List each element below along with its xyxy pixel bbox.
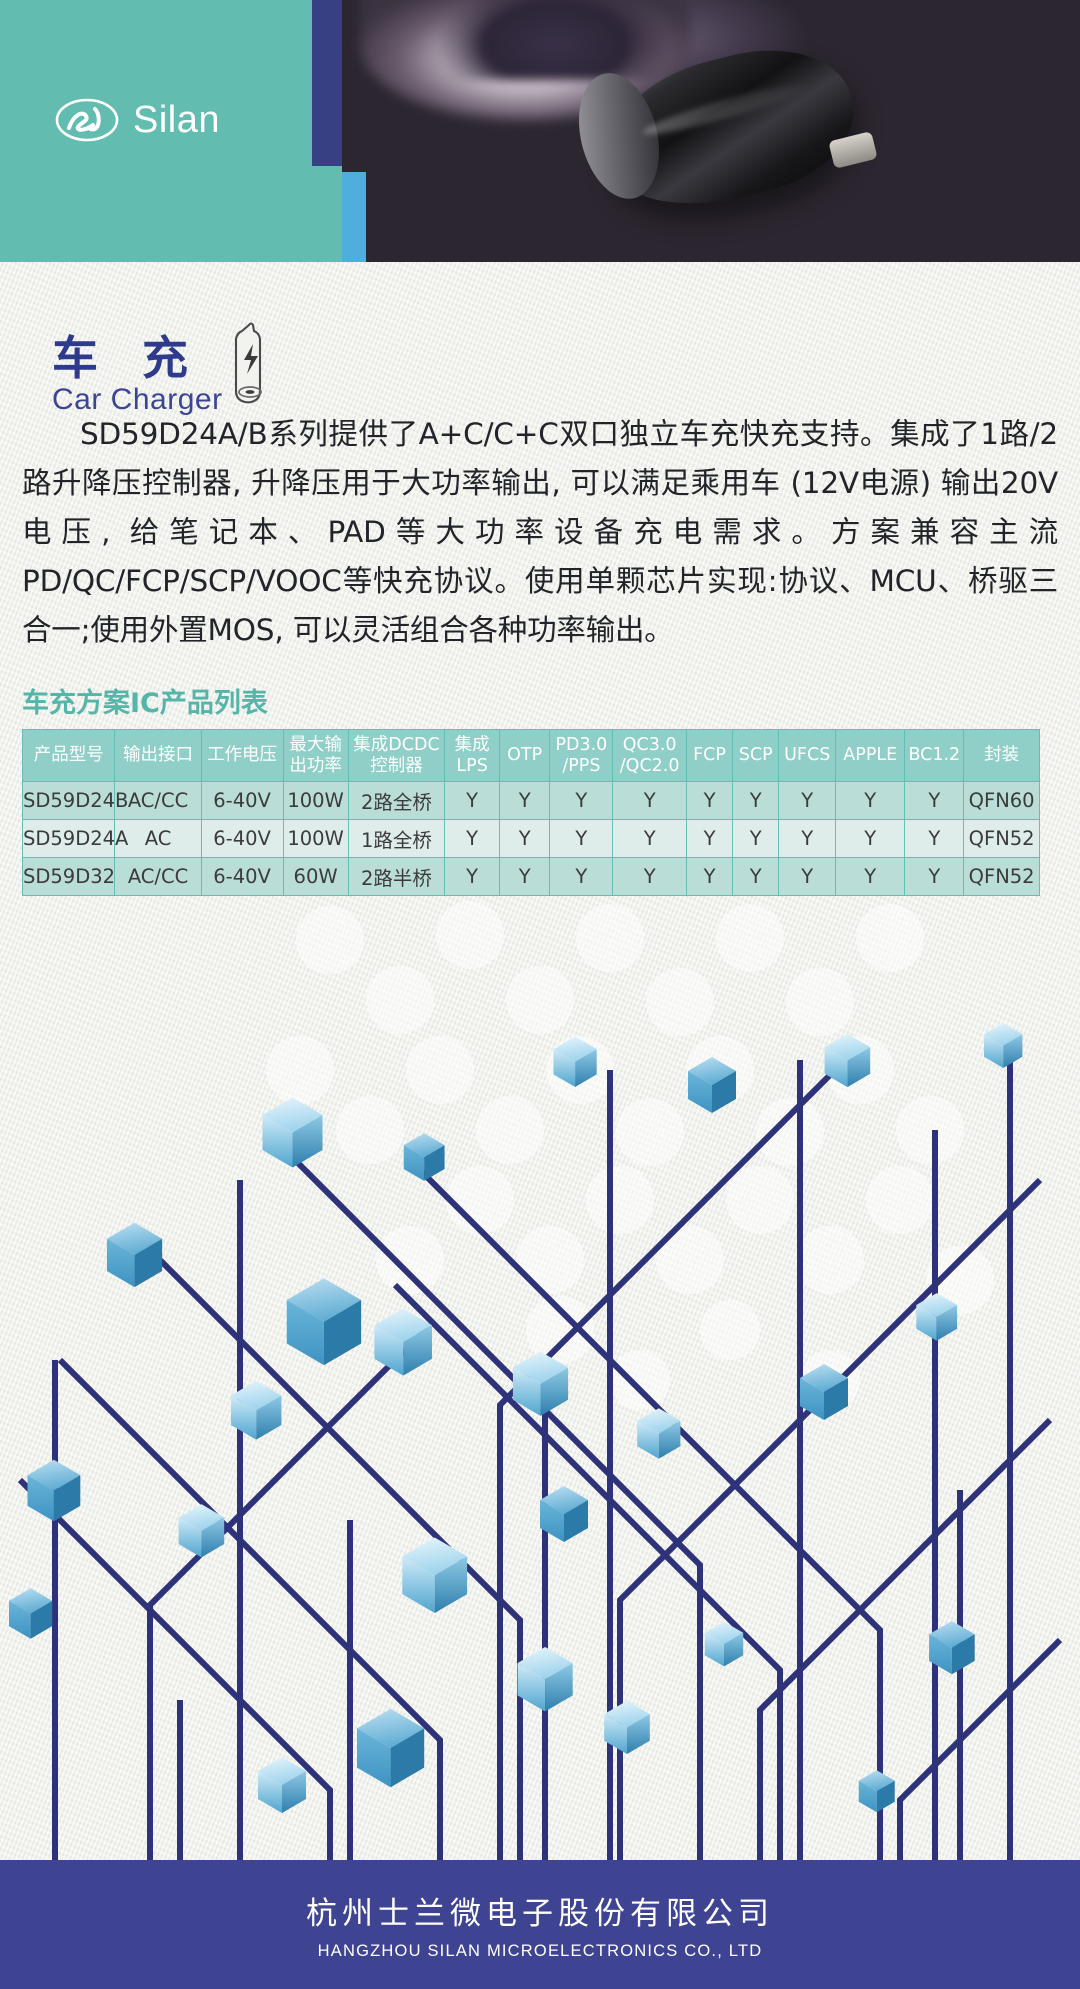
isometric-cube-network-graphic	[0, 880, 1080, 1860]
table-cell: Y	[732, 857, 780, 896]
table-cell: Y	[835, 781, 906, 820]
col-header: QC3.0/QC2.0	[612, 729, 687, 782]
table-cell: Y	[685, 781, 734, 820]
col-header: 工作电压	[200, 729, 284, 782]
table-cell: 2路全桥	[347, 781, 446, 820]
col-header: 产品型号	[21, 729, 116, 782]
brand-logo: Silan	[55, 98, 220, 142]
table-row: SD59D32 AC/CC 6-40V 60W 2路半桥 Y Y Y Y Y Y Y Y Y QFN52	[21, 857, 1040, 896]
col-header: PD3.0/PPS	[549, 729, 614, 782]
table-cell: Y	[732, 819, 780, 858]
table-cell: SD59D24B	[21, 781, 128, 820]
table-cell: 60W	[282, 857, 349, 896]
table-cell: 6-40V	[200, 857, 284, 896]
table-cell: Y	[444, 857, 500, 896]
col-header: 封装	[963, 729, 1040, 782]
table-cell: Y	[498, 781, 551, 820]
table-cell: Y	[904, 781, 965, 820]
table-cell: 2路半桥	[347, 857, 446, 896]
table-cell: Y	[778, 781, 837, 820]
table-cell: Y	[549, 857, 614, 896]
company-name-cn: 杭州士兰微电子股份有限公司	[306, 1896, 774, 1932]
table-cell: Y	[612, 781, 687, 820]
col-header: 集成 LPS	[444, 729, 500, 782]
table-cell: Y	[778, 819, 837, 858]
col-header: FCP	[685, 729, 734, 782]
table-cell: 100W	[282, 819, 349, 858]
col-header: BC1.2	[904, 729, 965, 782]
table-cell: Y	[778, 857, 837, 896]
col-header: 最大输 出功率	[282, 729, 349, 782]
table-cell: AC/CC	[114, 857, 202, 896]
col-header: SCP	[732, 729, 780, 782]
table-cell: Y	[685, 857, 734, 896]
page-title-cn: 车 充	[52, 331, 203, 386]
table-cell: 6-40V	[200, 819, 284, 858]
table-cell: Y	[549, 781, 614, 820]
table-cell: SD59D32	[21, 857, 116, 896]
table-cell: Y	[444, 781, 500, 820]
product-photo	[320, 0, 1080, 262]
table-cell: 100W	[282, 781, 349, 820]
table-cell: Y	[835, 857, 906, 896]
intro-paragraph: SD59D24A/B系列提供了A+C/C+C双口独立车充快充支持。集成了1路/2…	[22, 417, 1058, 647]
table-body: SD59D24B AC/CC 6-40V 100W 2路全桥 Y Y Y Y Y Y Y Y Y QFN60…	[21, 781, 1040, 896]
header-teal-lower-panel	[0, 166, 342, 262]
brand-name: Silan	[133, 98, 220, 141]
product-table-title: 车充方案IC产品列表	[22, 688, 268, 719]
table-cell: Y	[612, 857, 687, 896]
table-cell: Y	[904, 857, 965, 896]
header-blue-strip	[342, 172, 366, 262]
table-row: SD59D24A AC 6-40V 100W 1路全桥 Y Y Y Y Y Y Y Y Y QFN52	[21, 819, 1040, 858]
table-row: SD59D24B AC/CC 6-40V 100W 2路全桥 Y Y Y Y Y Y Y Y Y QFN60	[21, 781, 1040, 820]
page-title-en: Car Charger	[52, 383, 223, 416]
table-cell: QFN52	[963, 857, 1040, 896]
table-header-row: 产品型号 输出接口 工作电压 最大输 出功率 集成DCDC 控制器 集成 LPS OT…	[21, 729, 1040, 782]
silan-ellipse-logo-icon	[55, 98, 119, 142]
table-cell: 6-40V	[200, 781, 284, 820]
section-title: 车 充 Car Charger	[52, 322, 275, 417]
book-shadow	[440, 0, 670, 80]
company-name-en: HANGZHOU SILAN MICROELECTRONICS CO., LTD	[317, 1942, 763, 1960]
header-banner: Silan	[0, 0, 1080, 262]
car-charger-icon	[227, 322, 275, 413]
car-charger-photo-object	[545, 29, 885, 228]
footer-bar: 杭州士兰微电子股份有限公司 HANGZHOU SILAN MICROELECTR…	[0, 1860, 1080, 1989]
table-cell: Y	[685, 819, 734, 858]
table-cell: Y	[732, 781, 780, 820]
table-cell: QFN52	[963, 819, 1040, 858]
ic-product-table: 产品型号 输出接口 工作电压 最大输 出功率 集成DCDC 控制器 集成 LPS OT…	[21, 729, 1040, 896]
table-cell: Y	[835, 819, 906, 858]
table-cell: AC/CC	[114, 781, 202, 820]
table-cell: Y	[904, 819, 965, 858]
table-cell: Y	[498, 819, 551, 858]
table-cell: Y	[444, 819, 500, 858]
table-cell: SD59D24A	[21, 819, 128, 858]
header-navy-strip	[312, 0, 342, 166]
col-header: OTP	[498, 729, 551, 782]
table-cell: Y	[549, 819, 614, 858]
col-header: 集成DCDC 控制器	[347, 729, 446, 782]
table-cell: Y	[612, 819, 687, 858]
table-cell: 1路全桥	[347, 819, 446, 858]
col-header: 输出接口	[114, 729, 202, 782]
col-header: APPLE	[835, 729, 906, 782]
col-header: UFCS	[778, 729, 837, 782]
table-cell: QFN60	[963, 781, 1040, 820]
table-cell: Y	[498, 857, 551, 896]
